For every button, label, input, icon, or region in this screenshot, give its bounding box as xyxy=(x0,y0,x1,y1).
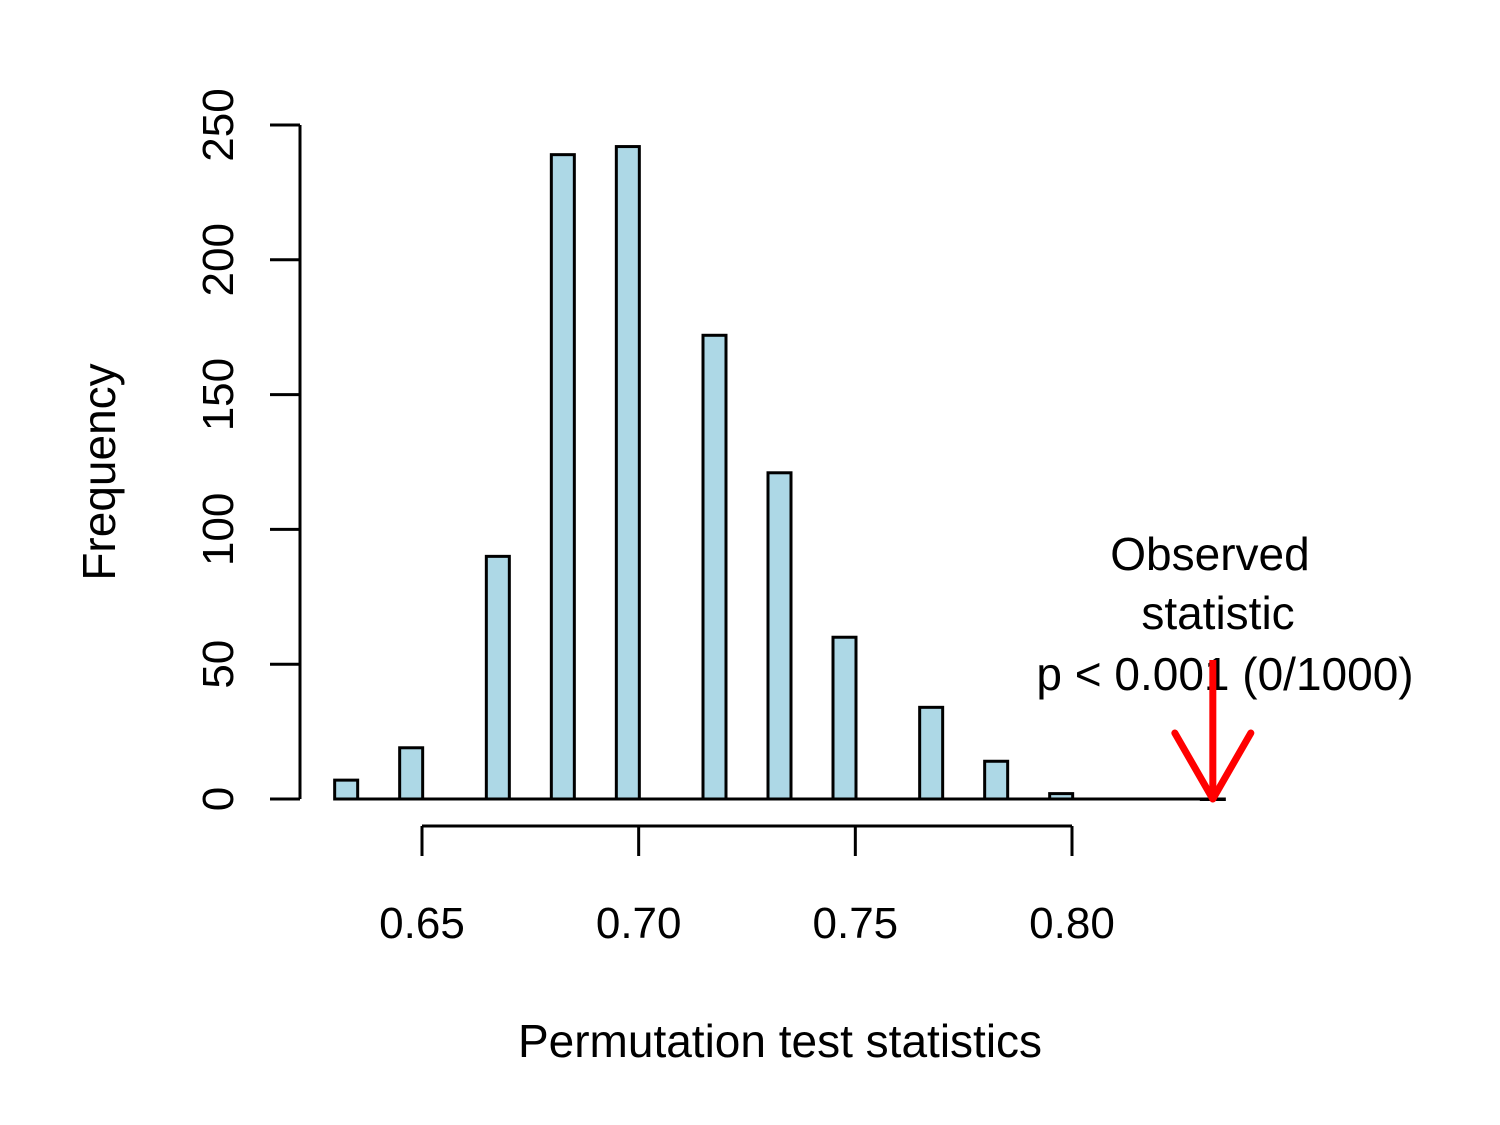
annotation-line-2: statistic xyxy=(1141,587,1294,639)
histogram-bar xyxy=(701,333,728,801)
y-tick-label: 200 xyxy=(194,223,243,296)
histogram-bar xyxy=(831,635,858,801)
histogram-bar xyxy=(398,746,425,801)
x-tick-label: 0.70 xyxy=(596,899,682,948)
y-tick-label: 50 xyxy=(194,640,243,689)
x-tick-label: 0.75 xyxy=(813,899,899,948)
histogram-bar xyxy=(484,554,511,801)
y-tick-label: 250 xyxy=(194,88,243,161)
x-tick-label: 0.65 xyxy=(379,899,465,948)
y-tick-label: 0 xyxy=(194,787,243,811)
annotation-line-1: Observed xyxy=(1110,528,1309,580)
annotation-line-3: p < 0.001 (0/1000) xyxy=(1036,648,1413,700)
observed-statistic-arrow xyxy=(1171,660,1255,803)
histogram-bar xyxy=(333,778,360,801)
y-axis: 0 50 100 150 200 250 xyxy=(194,88,302,811)
arrow-head xyxy=(1171,729,1255,803)
x-axis-title: Permutation test statistics xyxy=(518,1015,1042,1067)
x-tick-label: 0.80 xyxy=(1029,899,1115,948)
histogram-bar xyxy=(918,705,945,801)
y-tick-label: 100 xyxy=(194,493,243,566)
observed-statistic-annotation: Observed statistic p < 0.001 (0/1000) xyxy=(1036,528,1413,700)
histogram-bar xyxy=(549,153,576,801)
bars xyxy=(333,145,1226,801)
histogram-bar xyxy=(614,145,641,801)
x-axis: 0.65 0.70 0.75 0.80 xyxy=(379,824,1115,948)
y-axis-title: Frequency xyxy=(73,363,125,580)
histogram-bar xyxy=(766,471,793,801)
histogram-bar xyxy=(983,759,1010,801)
histogram-bar xyxy=(1048,792,1075,801)
y-tick-label: 150 xyxy=(194,358,243,431)
